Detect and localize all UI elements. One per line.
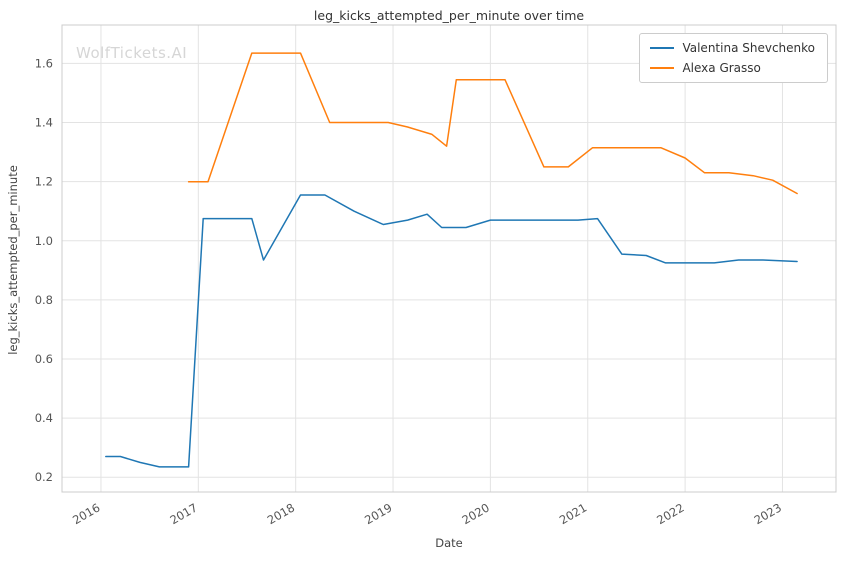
legend-item: Valentina Shevchenko [650,41,815,55]
legend-item: Alexa Grasso [650,61,815,75]
svg-text:2020: 2020 [460,500,492,527]
chart-title: leg_kicks_attempted_per_minute over time [313,8,585,23]
legend-line-swatch [650,47,675,49]
x-axis-label: Date [435,536,463,550]
watermark: WolfTickets.AI [76,44,188,62]
svg-text:2022: 2022 [654,500,686,527]
svg-text:2017: 2017 [167,500,199,527]
legend-line-swatch [650,67,675,69]
legend: Valentina Shevchenko Alexa Grasso [639,33,828,83]
svg-text:1.6: 1.6 [35,56,53,70]
svg-text:1.2: 1.2 [35,175,53,189]
svg-text:0.2: 0.2 [35,470,53,484]
y-axis-label: leg_kicks_attempted_per_minute [6,165,20,355]
svg-text:0.6: 0.6 [35,352,53,366]
svg-text:2023: 2023 [752,500,784,527]
legend-label: Alexa Grasso [682,61,761,75]
y-axis-label-wrap: leg_kicks_attempted_per_minute [2,0,24,520]
svg-text:1.4: 1.4 [35,116,53,130]
svg-text:2019: 2019 [362,500,394,527]
svg-text:1.0: 1.0 [35,234,53,248]
svg-text:0.4: 0.4 [35,411,53,425]
svg-text:2018: 2018 [265,500,297,527]
svg-text:2021: 2021 [557,500,589,527]
legend-label: Valentina Shevchenko [682,41,815,55]
svg-text:2016: 2016 [70,500,102,527]
svg-text:0.8: 0.8 [35,293,53,307]
